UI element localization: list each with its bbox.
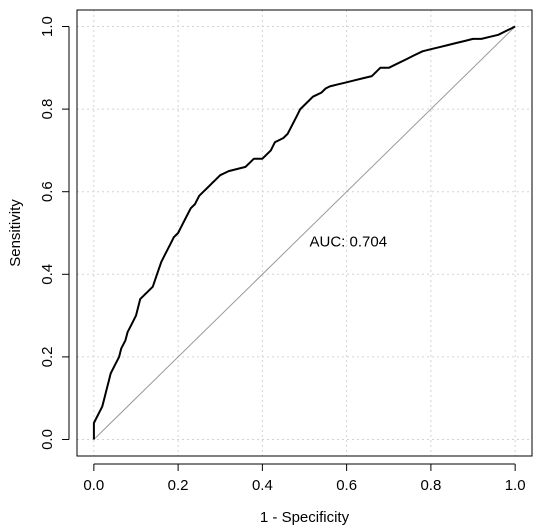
x-tick-label: 0.4 <box>252 477 273 494</box>
auc-annotation: AUC: 0.704 <box>310 233 388 250</box>
y-tick-label: 1.0 <box>39 16 56 37</box>
grid <box>77 10 532 456</box>
x-axis-label: 1 - Specificity <box>260 509 350 526</box>
x-tick-label: 0.2 <box>168 477 189 494</box>
x-tick-label: 0.6 <box>336 477 357 494</box>
roc-curve-line <box>92 25 516 440</box>
x-axis: 0.0 0.2 0.4 0.6 0.8 1.0 <box>83 463 526 494</box>
y-tick-label: 0.0 <box>39 429 56 450</box>
y-axis: 0.0 0.2 0.4 0.6 0.8 1.0 <box>39 16 70 450</box>
y-tick-label: 0.4 <box>39 264 56 285</box>
x-tick-label: 1.0 <box>505 477 526 494</box>
x-tick-label: 0.8 <box>420 477 441 494</box>
reference-diagonal-line <box>93 26 516 440</box>
plot-frame <box>76 9 533 457</box>
x-tick-label: 0.0 <box>83 477 104 494</box>
y-tick-label: 0.6 <box>39 181 56 202</box>
y-tick-label: 0.8 <box>39 99 56 120</box>
y-axis-label: Sensitivity <box>7 199 24 267</box>
y-tick-label: 0.2 <box>39 346 56 367</box>
